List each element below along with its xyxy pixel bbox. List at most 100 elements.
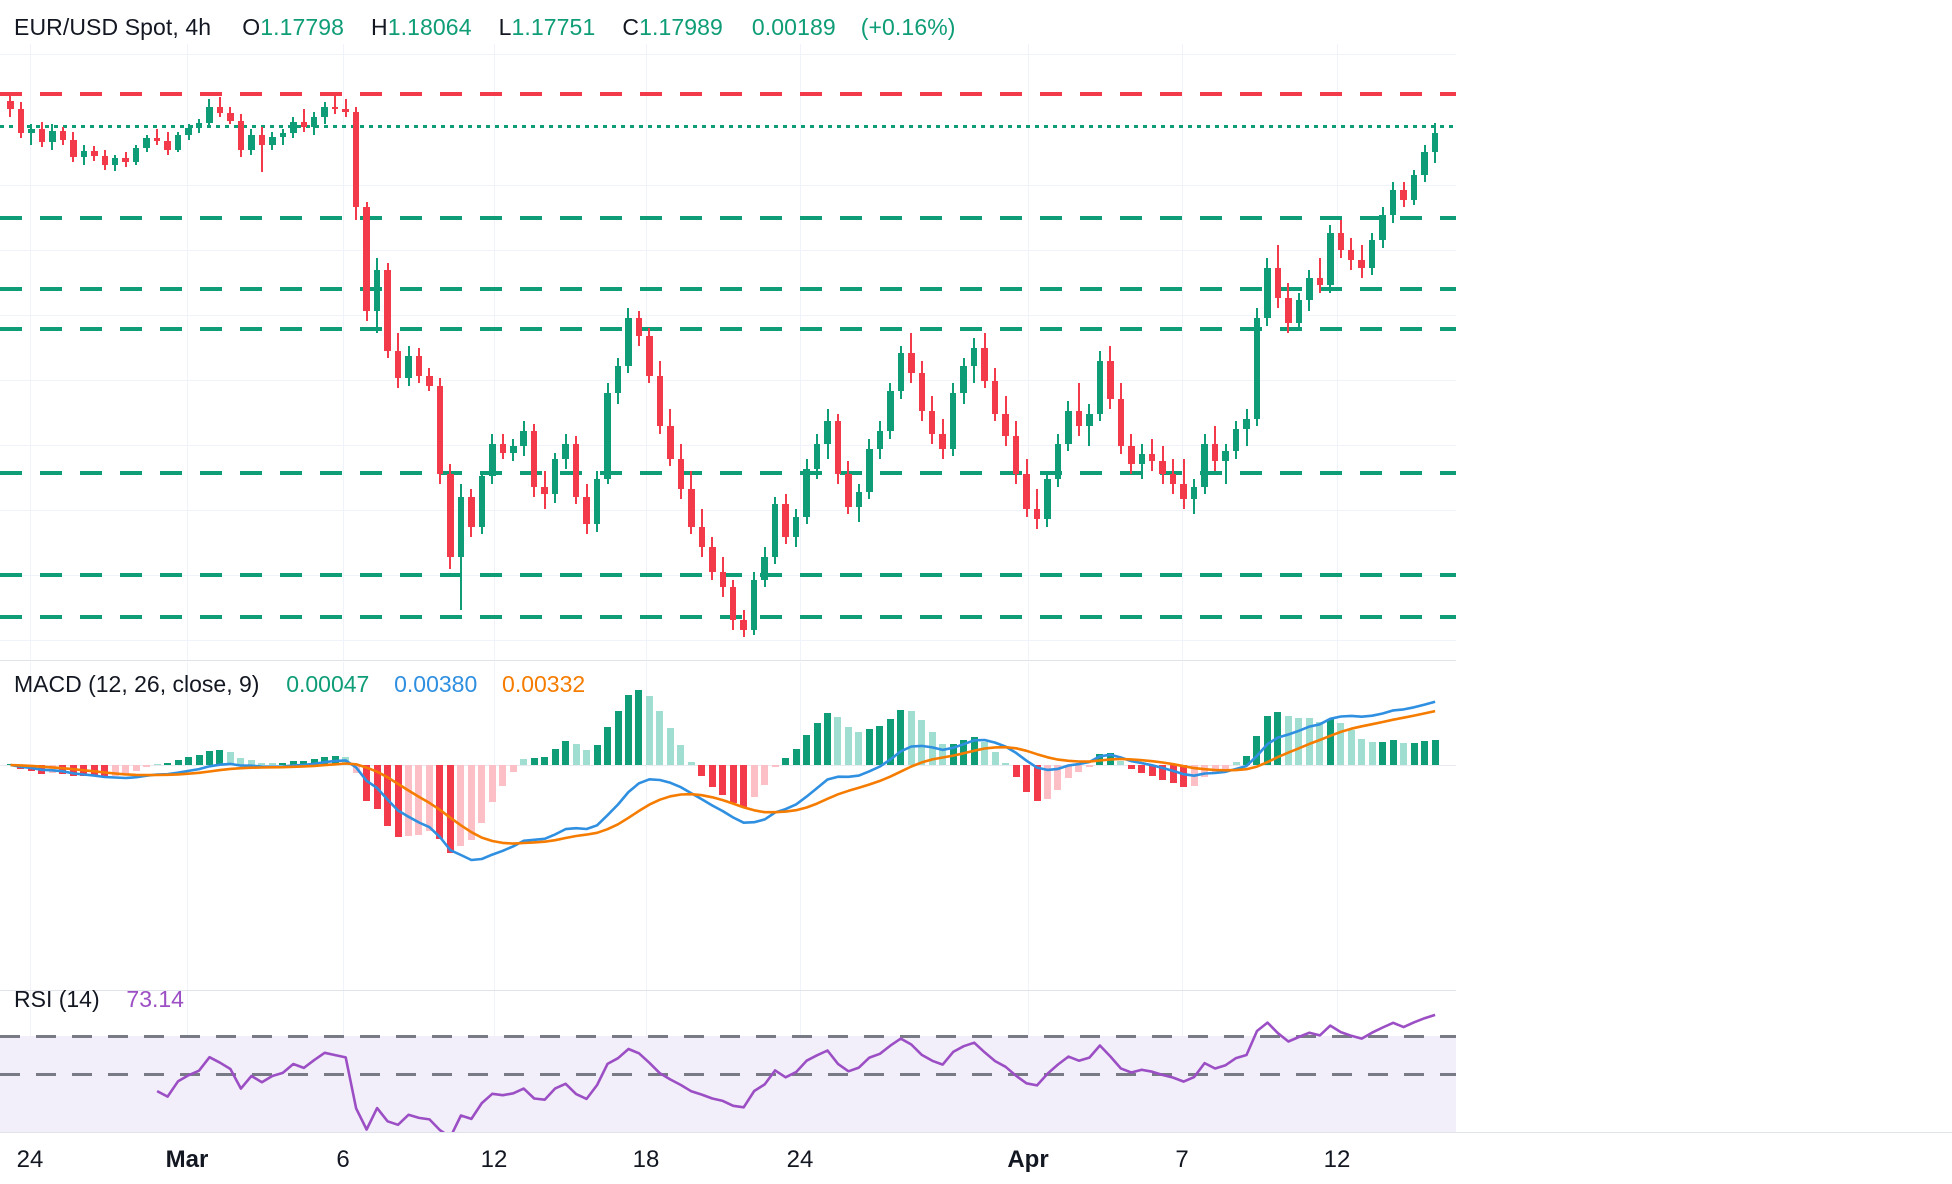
- rsi-label[interactable]: RSI (14): [14, 986, 100, 1012]
- candle-body[interactable]: [1348, 250, 1355, 261]
- macd-pane[interactable]: MACD (12, 26, close, 9) 0.00047 0.00380 …: [0, 662, 1456, 992]
- candle-body[interactable]: [143, 138, 150, 149]
- candle-body[interactable]: [876, 431, 884, 449]
- candle-body[interactable]: [908, 353, 915, 374]
- candle-body[interactable]: [709, 546, 716, 572]
- candle-body[interactable]: [300, 121, 307, 127]
- candle-body[interactable]: [1316, 277, 1324, 286]
- candle-body[interactable]: [1327, 232, 1334, 286]
- candle-body[interactable]: [1107, 360, 1114, 399]
- candle-body[interactable]: [248, 134, 255, 150]
- price-level-line-1.16376[interactable]: [0, 327, 1456, 331]
- candle-body[interactable]: [1421, 152, 1428, 175]
- price-level-line-1.14436[interactable]: [0, 573, 1456, 577]
- candle-body[interactable]: [195, 123, 203, 129]
- candle-body[interactable]: [405, 355, 412, 379]
- candle-body[interactable]: [499, 443, 507, 453]
- candle-body[interactable]: [1190, 486, 1198, 500]
- candle-body[interactable]: [677, 458, 685, 489]
- candle-body[interactable]: [750, 579, 758, 630]
- candle-body[interactable]: [1211, 443, 1219, 462]
- candle-body[interactable]: [49, 130, 56, 143]
- candle-body[interactable]: [740, 619, 747, 630]
- candle-body[interactable]: [17, 109, 25, 134]
- candle-body[interactable]: [520, 431, 527, 447]
- price-level-line-1.15244[interactable]: [0, 471, 1456, 475]
- candle-body[interactable]: [373, 270, 381, 311]
- candle-body[interactable]: [1054, 443, 1062, 479]
- candle-body[interactable]: [38, 129, 46, 143]
- candle-body[interactable]: [101, 155, 108, 165]
- candle-body[interactable]: [834, 421, 842, 474]
- candle-body[interactable]: [562, 443, 569, 459]
- candle-body[interactable]: [1264, 267, 1271, 319]
- candle-body[interactable]: [614, 365, 622, 394]
- price-pane[interactable]: [0, 44, 1456, 660]
- candle-body[interactable]: [1274, 267, 1282, 298]
- candle-body[interactable]: [1358, 260, 1365, 268]
- candle-body[interactable]: [646, 335, 653, 376]
- candle-body[interactable]: [949, 393, 957, 449]
- candle-body[interactable]: [510, 446, 517, 453]
- candle-body[interactable]: [1389, 189, 1397, 215]
- candle-body[interactable]: [813, 443, 821, 469]
- candle-body[interactable]: [887, 390, 894, 432]
- candle-body[interactable]: [991, 380, 999, 414]
- candle-body[interactable]: [1368, 240, 1376, 268]
- candle-body[interactable]: [824, 421, 831, 444]
- symbol-label[interactable]: EUR/USD Spot, 4h: [14, 14, 212, 40]
- candle-body[interactable]: [593, 478, 601, 525]
- candle-body[interactable]: [1337, 232, 1344, 251]
- candle-body[interactable]: [656, 375, 664, 427]
- candle-body[interactable]: [1096, 360, 1104, 414]
- candle-body[interactable]: [447, 473, 454, 557]
- price-level-line-1.16699[interactable]: [0, 287, 1456, 291]
- price-level-line-1.18251[interactable]: [0, 92, 1456, 96]
- candle-body[interactable]: [1253, 318, 1261, 419]
- candle-body[interactable]: [468, 496, 475, 527]
- candle-body[interactable]: [635, 318, 643, 336]
- candle-body[interactable]: [185, 128, 192, 135]
- candle-body[interactable]: [1222, 451, 1229, 462]
- candle-body[interactable]: [80, 150, 88, 158]
- macd-lines[interactable]: [0, 662, 1456, 992]
- candle-body[interactable]: [688, 489, 695, 527]
- candle-body[interactable]: [237, 120, 245, 150]
- price-level-line-1.14078[interactable]: [0, 615, 1456, 619]
- candle-body[interactable]: [782, 504, 789, 537]
- candle-body[interactable]: [1295, 300, 1303, 324]
- candle-body[interactable]: [1128, 446, 1135, 464]
- candle-body[interactable]: [530, 431, 538, 487]
- candle-body[interactable]: [164, 140, 171, 150]
- price-level-line-1.17260[interactable]: [0, 216, 1456, 220]
- candle-body[interactable]: [1180, 484, 1187, 500]
- candle-body[interactable]: [572, 443, 580, 497]
- candle-body[interactable]: [970, 348, 978, 366]
- candle-body[interactable]: [457, 496, 465, 557]
- candle-body[interactable]: [269, 137, 276, 145]
- candle-body[interactable]: [1169, 473, 1177, 484]
- candle-body[interactable]: [866, 448, 873, 492]
- candle-body[interactable]: [719, 572, 726, 588]
- candle-body[interactable]: [939, 433, 946, 449]
- candle-body[interactable]: [1086, 413, 1093, 427]
- candle-body[interactable]: [1431, 133, 1439, 153]
- candle-body[interactable]: [761, 556, 768, 580]
- time-axis[interactable]: 24 Mar 6 12 18 24 Apr 7 12: [0, 1132, 1952, 1184]
- candle-body[interactable]: [352, 111, 360, 208]
- candle-body[interactable]: [1232, 428, 1240, 452]
- candle-body[interactable]: [551, 458, 559, 495]
- candle-body[interactable]: [855, 491, 863, 507]
- candle-body[interactable]: [918, 373, 926, 412]
- candle-body[interactable]: [1138, 453, 1145, 464]
- candle-body[interactable]: [1044, 478, 1051, 520]
- candle-body[interactable]: [1400, 189, 1407, 200]
- candle-body[interactable]: [28, 129, 35, 134]
- candle-body[interactable]: [729, 587, 737, 620]
- candle-body[interactable]: [1117, 398, 1125, 447]
- macd-label[interactable]: MACD (12, 26, close, 9): [14, 671, 260, 697]
- candle-body[interactable]: [1033, 509, 1041, 520]
- candle-body[interactable]: [1379, 214, 1386, 241]
- candle-body[interactable]: [541, 486, 548, 495]
- candle-body[interactable]: [960, 365, 967, 394]
